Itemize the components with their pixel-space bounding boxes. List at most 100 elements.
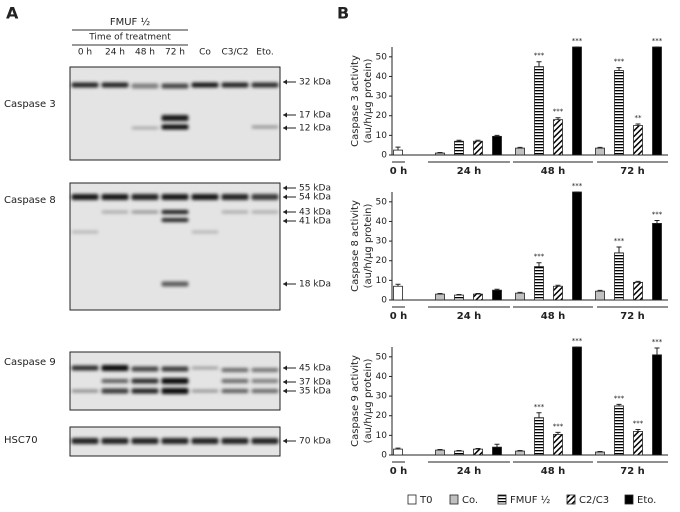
bar: [652, 46, 662, 156]
y-axis-label: (au/h/µg protein): [363, 359, 374, 444]
arrow-head: [283, 281, 287, 287]
x-tick-label: 0 h: [390, 466, 408, 477]
bar: [435, 293, 445, 301]
arrow-head: [283, 365, 287, 371]
x-tick-label: 72 h: [620, 166, 645, 177]
error-bar: [456, 294, 462, 296]
x-tick-label: 24 h: [457, 311, 482, 322]
significance-label: ***: [572, 337, 583, 345]
marker-label: 35 kDa: [299, 387, 331, 397]
bar: [614, 405, 624, 456]
significance-label: ***: [633, 419, 644, 427]
band: [251, 194, 279, 200]
x-tick-label: 72 h: [620, 311, 645, 322]
arrow-head: [283, 209, 287, 215]
significance-label: ***: [614, 58, 625, 66]
bar: [454, 450, 464, 456]
band: [71, 365, 99, 371]
band: [101, 388, 129, 394]
bar: [652, 223, 662, 301]
blot-bands: [71, 438, 279, 444]
band: [251, 438, 279, 444]
legend-label: Eto.: [637, 495, 656, 506]
band: [221, 379, 249, 383]
y-axis-label: Caspase 9 activity: [350, 355, 361, 447]
error-bar: [517, 449, 523, 452]
error-bar: [395, 283, 401, 287]
bar: [633, 431, 643, 456]
lane-label: 72 h: [165, 48, 185, 58]
band: [131, 366, 159, 372]
significance-label: ***: [652, 338, 663, 346]
legend-label: Co.: [462, 495, 478, 506]
y-axis-label: Caspase 3 activity: [350, 55, 361, 147]
y-tick-label: 50: [376, 352, 388, 362]
band: [71, 230, 99, 234]
panel-label: A: [6, 4, 19, 23]
error-bar: [456, 139, 462, 142]
error-bar: [555, 117, 561, 120]
band: [251, 389, 279, 393]
x-tick-label: 72 h: [620, 466, 645, 477]
error-bar: [517, 291, 523, 294]
y-tick-label: 40: [376, 372, 388, 382]
significance-label: ***: [534, 253, 545, 261]
arrow-head: [283, 194, 287, 200]
band: [131, 210, 159, 214]
error-bar: [616, 246, 622, 253]
y-axis-label: (au/h/µg protein): [363, 59, 374, 144]
band: [221, 389, 249, 393]
band: [191, 82, 219, 88]
legend-swatch: [407, 494, 417, 505]
y-tick-label: 0: [381, 296, 387, 306]
bar: [454, 294, 464, 301]
band: [251, 368, 279, 372]
bar: [393, 448, 403, 456]
bar: [572, 46, 582, 156]
treatment-label: FMUF ½: [110, 16, 151, 28]
arrow-head: [283, 125, 287, 131]
band: [101, 210, 129, 214]
marker-label: 70 kDa: [299, 437, 331, 447]
bar: [553, 285, 563, 301]
significance-label: ***: [614, 394, 625, 402]
bar: [515, 147, 525, 156]
x-tick-label: 48 h: [541, 311, 566, 322]
bar: [652, 354, 662, 456]
arrow-head: [283, 438, 287, 444]
arrow-head: [283, 79, 287, 85]
blot: [69, 182, 281, 311]
band: [71, 194, 99, 200]
bar: [633, 281, 643, 301]
y-tick-label: 0: [381, 451, 387, 461]
bar: [393, 149, 403, 156]
significance-label: ***: [534, 52, 545, 60]
band: [161, 124, 189, 130]
bar: [633, 125, 643, 156]
band: [131, 438, 159, 444]
band: [161, 115, 189, 121]
significance-label: ***: [534, 403, 545, 411]
error-bar: [494, 288, 500, 291]
bar: [492, 289, 502, 301]
marker-label: 45 kDa: [299, 364, 331, 374]
y-axis-label: (au/h/µg protein): [363, 204, 374, 289]
marker-label: 41 kDa: [299, 217, 331, 227]
bar: [534, 66, 544, 156]
marker-label: 37 kDa: [299, 378, 331, 388]
bar: [553, 119, 563, 156]
panel-label: B: [337, 4, 349, 23]
blot-label: Caspase 3: [4, 99, 56, 110]
error-bar: [597, 146, 603, 149]
blot-label: HSC70: [4, 435, 38, 446]
error-bar: [597, 289, 603, 292]
band: [191, 389, 219, 393]
y-tick-label: 20: [376, 111, 388, 121]
bar: [492, 135, 502, 156]
marker-label: 17 kDa: [299, 111, 331, 121]
significance-label: ***: [572, 37, 583, 45]
y-tick-label: 50: [376, 197, 388, 207]
error-bar: [597, 450, 603, 453]
